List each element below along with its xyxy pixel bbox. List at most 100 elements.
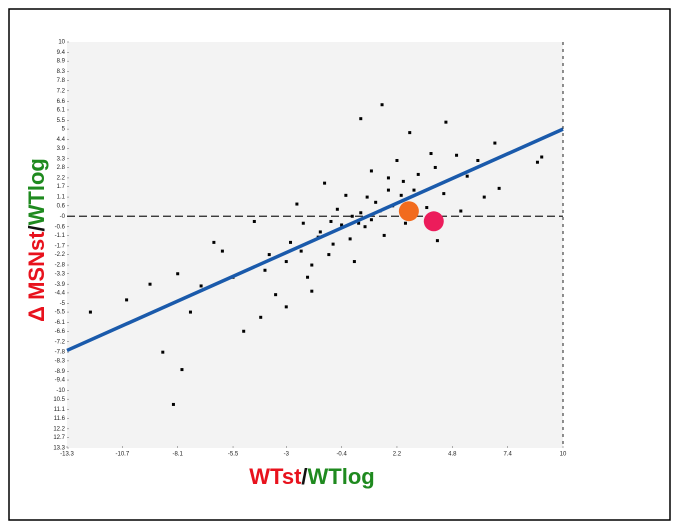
axis-title-part: WTlog: [308, 464, 375, 489]
y-tick-label: -2.8: [55, 263, 66, 269]
y-axis-title: Δ MSNst/WTlog: [24, 158, 49, 322]
x-tick-label: 2.2: [393, 452, 402, 458]
y-tick-label: -6.1: [55, 320, 66, 326]
y-tick-label: -8.9: [55, 369, 66, 375]
point: [284, 260, 288, 264]
x-tick-label: -0.4: [336, 452, 347, 458]
point: [442, 192, 446, 196]
y-tick-label: 13.3: [53, 446, 65, 452]
point: [359, 117, 363, 121]
point: [459, 209, 463, 213]
x-tick-label: -8.1: [173, 452, 184, 458]
point: [335, 207, 339, 211]
point: [476, 158, 480, 162]
y-tick-label: 6.6: [57, 99, 66, 105]
y-tick-label: 8.3: [57, 69, 66, 75]
point: [444, 120, 448, 124]
y-tick-label: -8.3: [55, 358, 66, 364]
axis-title-part: WTst: [249, 464, 302, 489]
point: [399, 193, 403, 197]
y-tick-label: -5: [60, 301, 66, 307]
point: [220, 249, 224, 253]
point: [429, 152, 433, 156]
y-tick-label: 3.9: [57, 146, 66, 152]
x-tick-label: -10.7: [116, 452, 130, 458]
axis-title-part: WTlog: [24, 158, 49, 225]
point: [348, 237, 352, 241]
y-tick-label: -0.6: [55, 224, 66, 230]
x-tick-label: -3: [284, 452, 290, 458]
point: [329, 219, 333, 223]
point: [301, 221, 305, 225]
point: [395, 158, 399, 162]
plot-area: [67, 42, 563, 448]
x-tick-label: 7.4: [503, 452, 512, 458]
point: [369, 169, 373, 173]
point: [482, 195, 486, 199]
y-tick-label: 11.6: [54, 416, 66, 422]
point: [386, 176, 390, 180]
point: [416, 172, 420, 176]
y-tick-label: 2.8: [57, 165, 66, 171]
point: [259, 315, 263, 319]
fit-line: [66, 127, 564, 353]
point: [380, 103, 384, 107]
point: [386, 188, 390, 192]
y-tick-label: 8.9: [57, 59, 66, 65]
point: [310, 263, 314, 267]
point: [425, 206, 429, 210]
point: [327, 253, 331, 257]
point: [318, 230, 322, 234]
point: [180, 368, 184, 372]
y-tick-label: -4.4: [55, 290, 66, 296]
highlight-point: [423, 211, 444, 232]
point: [433, 165, 437, 169]
x-tick-label: 10: [560, 452, 567, 458]
point: [289, 240, 293, 244]
point: [535, 160, 539, 164]
x-axis-title: WTst/WTlog: [249, 464, 374, 489]
point: [299, 249, 303, 253]
axis-title-part: Δ MSNst: [24, 231, 49, 322]
point: [125, 298, 129, 302]
axis-title-part: /: [301, 464, 307, 489]
x-tick-label: 4.8: [448, 452, 457, 458]
y-tick-label: 1.1: [57, 195, 66, 201]
y-tick-label: -0: [60, 214, 66, 220]
point: [497, 186, 501, 190]
point: [340, 223, 344, 227]
y-tick-label: 5.5: [57, 118, 66, 124]
point: [171, 402, 175, 406]
point: [176, 272, 180, 276]
point: [455, 153, 459, 157]
point: [401, 179, 405, 183]
point: [148, 282, 152, 286]
point: [252, 219, 256, 223]
point: [310, 289, 314, 293]
y-tick-label: 10.5: [53, 397, 65, 403]
y-tick-label: 12.7: [53, 435, 65, 441]
point: [295, 202, 299, 206]
y-tick-label: -2.2: [55, 252, 66, 258]
highlight-point: [398, 201, 419, 222]
y-tick-label: 2.2: [57, 175, 66, 181]
point: [344, 193, 348, 197]
y-tick-label: 10: [58, 40, 65, 46]
y-tick-label: 4.4: [57, 137, 66, 143]
point: [188, 310, 192, 314]
point: [403, 221, 407, 225]
point: [323, 181, 327, 185]
point: [88, 310, 92, 314]
point: [369, 218, 373, 222]
y-tick-label: 11.1: [54, 407, 66, 413]
point: [306, 275, 310, 279]
y-tick-label: 7.2: [57, 88, 66, 94]
point: [412, 188, 416, 192]
point: [357, 221, 361, 225]
y-tick-label: 1.7: [57, 184, 66, 190]
point: [359, 211, 363, 215]
point: [242, 329, 246, 333]
point: [493, 141, 497, 145]
x-tick-label: -13.3: [60, 452, 74, 458]
y-tick-label: -10: [56, 388, 65, 394]
